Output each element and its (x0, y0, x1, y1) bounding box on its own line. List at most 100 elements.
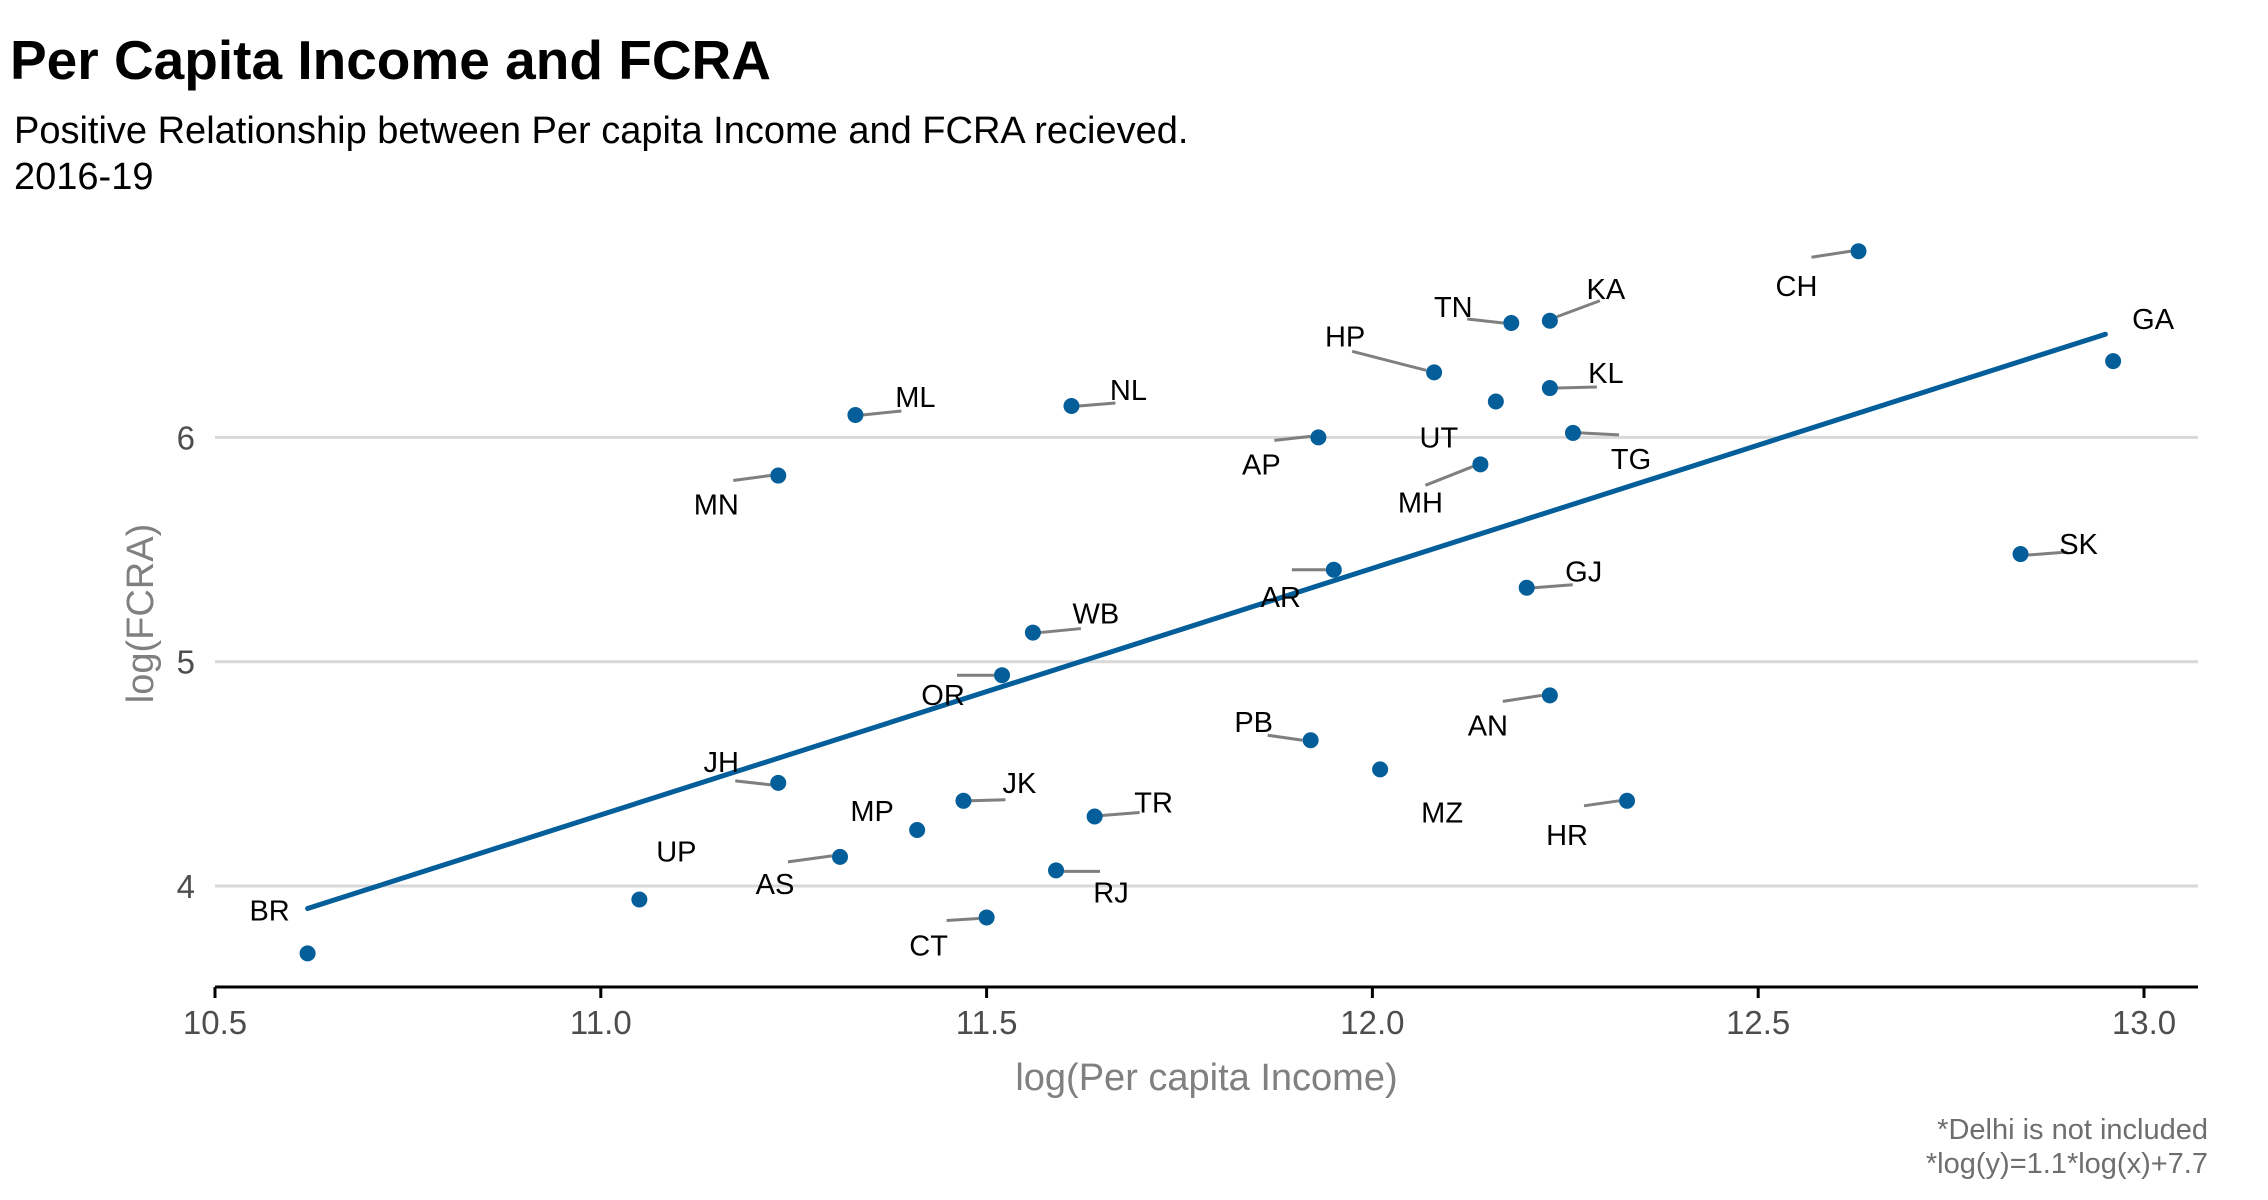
point-label: PB (1234, 707, 1273, 739)
leader-line (1556, 299, 1601, 319)
leader-line (1583, 799, 1620, 808)
point-label: MH (1398, 487, 1443, 519)
regression-line (305, 331, 2108, 911)
data-point (1541, 380, 1558, 397)
data-point (1565, 424, 1582, 441)
data-point (1619, 792, 1636, 809)
point-label: TG (1611, 444, 1651, 476)
point-label: AR (1261, 582, 1301, 614)
leader-line (1533, 583, 1573, 590)
point-label: UP (656, 837, 696, 869)
point-label: CT (909, 930, 948, 962)
point-label: ML (895, 382, 935, 414)
caption-note: *Delhi is not included (1937, 1114, 2208, 1146)
point-label: MZ (1421, 797, 1463, 829)
x-tick-label: 11.0 (570, 1004, 632, 1041)
leader-line (733, 474, 771, 483)
point-label: JK (1003, 768, 1038, 800)
chart-caption: *Delhi is not included *log(y)=1.1*log(x… (1926, 1113, 2208, 1181)
data-point (1325, 561, 1342, 578)
leader-line (1039, 627, 1082, 635)
data-point (1541, 687, 1558, 704)
data-point (2105, 353, 2122, 370)
point-label: TR (1134, 788, 1173, 820)
data-point (994, 667, 1011, 684)
leader-line (735, 779, 772, 787)
leader-line (787, 854, 833, 864)
leader-line (946, 916, 979, 922)
y-tick-label: 6 (177, 419, 195, 456)
point-label: UT (1420, 423, 1459, 455)
data-point (1541, 312, 1558, 329)
leader-line (1579, 431, 1620, 437)
data-point (909, 821, 926, 838)
data-point (770, 467, 787, 484)
leader-line (1811, 249, 1851, 259)
point-label: CH (1776, 271, 1818, 303)
data-point (978, 909, 995, 926)
subtitle-line: 2016-19 (14, 156, 154, 198)
leader-line (2027, 550, 2068, 557)
leader-line (1467, 317, 1504, 325)
data-point (1086, 808, 1103, 825)
leader-line (1351, 349, 1427, 372)
data-point (1503, 315, 1520, 331)
data-point (1063, 398, 1080, 414)
leader-line (1556, 385, 1597, 390)
x-tick-label: 12.5 (1726, 1004, 1790, 1041)
point-label: RJ (1093, 877, 1128, 909)
x-tick-label: 10.5 (183, 1004, 247, 1041)
point-label: GJ (1565, 557, 1602, 589)
leader-line (1424, 464, 1474, 487)
data-point (955, 792, 972, 809)
point-label: AN (1468, 710, 1508, 742)
leader-line (1502, 693, 1543, 703)
leader-line (1267, 733, 1303, 742)
point-label: OR (921, 680, 965, 712)
data-point (1302, 732, 1319, 749)
point-label: HP (1325, 321, 1365, 353)
caption-formula: *log(y)=1.1*log(x)+7.7 (1925, 1148, 2208, 1180)
data-point (299, 945, 316, 962)
leader-line (970, 798, 1006, 803)
data-point (1850, 243, 1867, 260)
leader-line (862, 409, 902, 417)
chart-subtitle: Positive Relationship between Per capita… (14, 108, 1188, 200)
point-label: AP (1242, 449, 1281, 481)
data-point (1024, 624, 1041, 641)
data-point (770, 774, 787, 791)
point-label: BR (249, 895, 289, 927)
x-axis-title: log(Per capita Income) (1015, 1057, 1397, 1099)
point-label: HR (1546, 820, 1588, 852)
point-label: KL (1588, 358, 1623, 390)
leader-line (1078, 401, 1116, 408)
y-tick-label: 4 (177, 868, 195, 905)
point-label: NL (1110, 375, 1147, 407)
y-axis-title: log(FCRA) (120, 524, 162, 703)
x-tick-label: 13.0 (2112, 1004, 2176, 1041)
data-point (2012, 546, 2029, 563)
leader-line (1274, 434, 1311, 442)
leader-line (1101, 811, 1140, 818)
data-point (1048, 862, 1065, 879)
data-point (1472, 456, 1489, 473)
x-tick-label: 11.5 (956, 1004, 1018, 1041)
data-point (631, 891, 648, 908)
point-label: GA (2132, 304, 2175, 336)
data-point (1487, 393, 1504, 410)
point-label: KA (1587, 274, 1626, 306)
point-label: MP (850, 796, 894, 828)
point-label: AS (756, 869, 795, 901)
data-point (1310, 429, 1327, 446)
data-point (847, 406, 864, 423)
point-label: WB (1073, 599, 1120, 631)
point-label: JH (704, 747, 739, 779)
subtitle-line: Positive Relationship between Per capita… (14, 110, 1189, 152)
point-label: MN (694, 490, 739, 522)
chart-title: Per Capita Income and FCRA (10, 29, 771, 91)
data-point (831, 848, 848, 865)
point-label: TN (1434, 292, 1473, 324)
data-point (1426, 364, 1443, 381)
x-tick-label: 12.0 (1340, 1004, 1404, 1041)
